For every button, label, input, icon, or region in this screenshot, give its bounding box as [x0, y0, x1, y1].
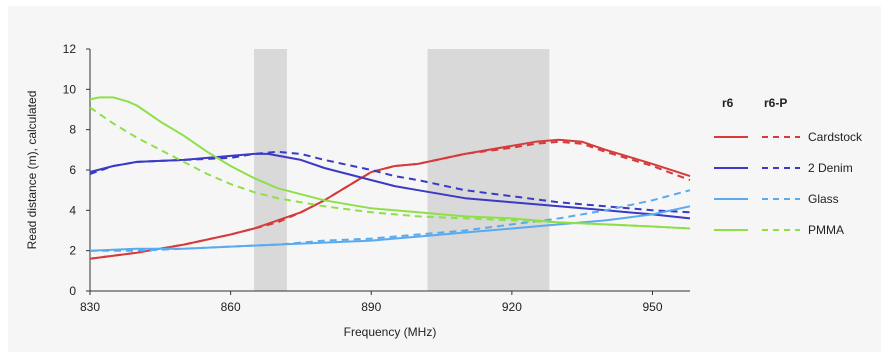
x-tick-label: 920	[502, 300, 522, 314]
x-tick-label: 890	[361, 300, 381, 314]
legend: r6 r6-P Cardstock 2 Denim Glass PMMA	[714, 96, 863, 237]
chart-panel: 0 2 4 6 8 10 12 830 860 890 920 950 Frequency (MHz)…	[8, 6, 881, 352]
axes: 0 2 4 6 8 10 12 830 860 890 920 950	[63, 42, 690, 314]
x-tick-label: 950	[642, 300, 662, 314]
y-tick-label: 10	[63, 82, 77, 96]
y-tick-label: 8	[69, 123, 76, 137]
y-tick-label: 2	[69, 244, 76, 258]
y-tick-label: 6	[69, 163, 76, 177]
y-tick-label: 0	[69, 284, 76, 298]
legend-label-cardstock: Cardstock	[808, 130, 863, 144]
series-lines	[89, 96, 691, 260]
series-line-2-denim-r6	[89, 152, 691, 220]
series-line-cardstock-r6	[89, 138, 691, 260]
y-tick-label: 4	[69, 203, 76, 217]
x-tick-label: 830	[80, 300, 100, 314]
series-line-pmma-r6-p	[89, 106, 691, 230]
y-axis-label: Read distance (m), calculated	[25, 91, 39, 250]
legend-label-2-denim: 2 Denim	[808, 161, 853, 175]
shaded-bands	[254, 49, 550, 291]
x-axis-label: Frequency (MHz)	[344, 325, 437, 339]
series-line-pmma-r6	[89, 96, 691, 230]
shaded-band-1	[254, 49, 287, 291]
legend-header-r6: r6	[722, 96, 734, 110]
legend-label-pmma: PMMA	[808, 223, 844, 237]
line-chart: 0 2 4 6 8 10 12 830 860 890 920 950 Frequency (MHz)…	[25, 42, 863, 339]
shaded-band-2	[427, 49, 550, 291]
legend-header-r6-p: r6-P	[764, 96, 787, 110]
series-line-glass-r6	[89, 205, 691, 252]
x-tick-label: 860	[221, 300, 241, 314]
legend-label-glass: Glass	[808, 192, 839, 206]
y-tick-label: 12	[63, 42, 77, 56]
